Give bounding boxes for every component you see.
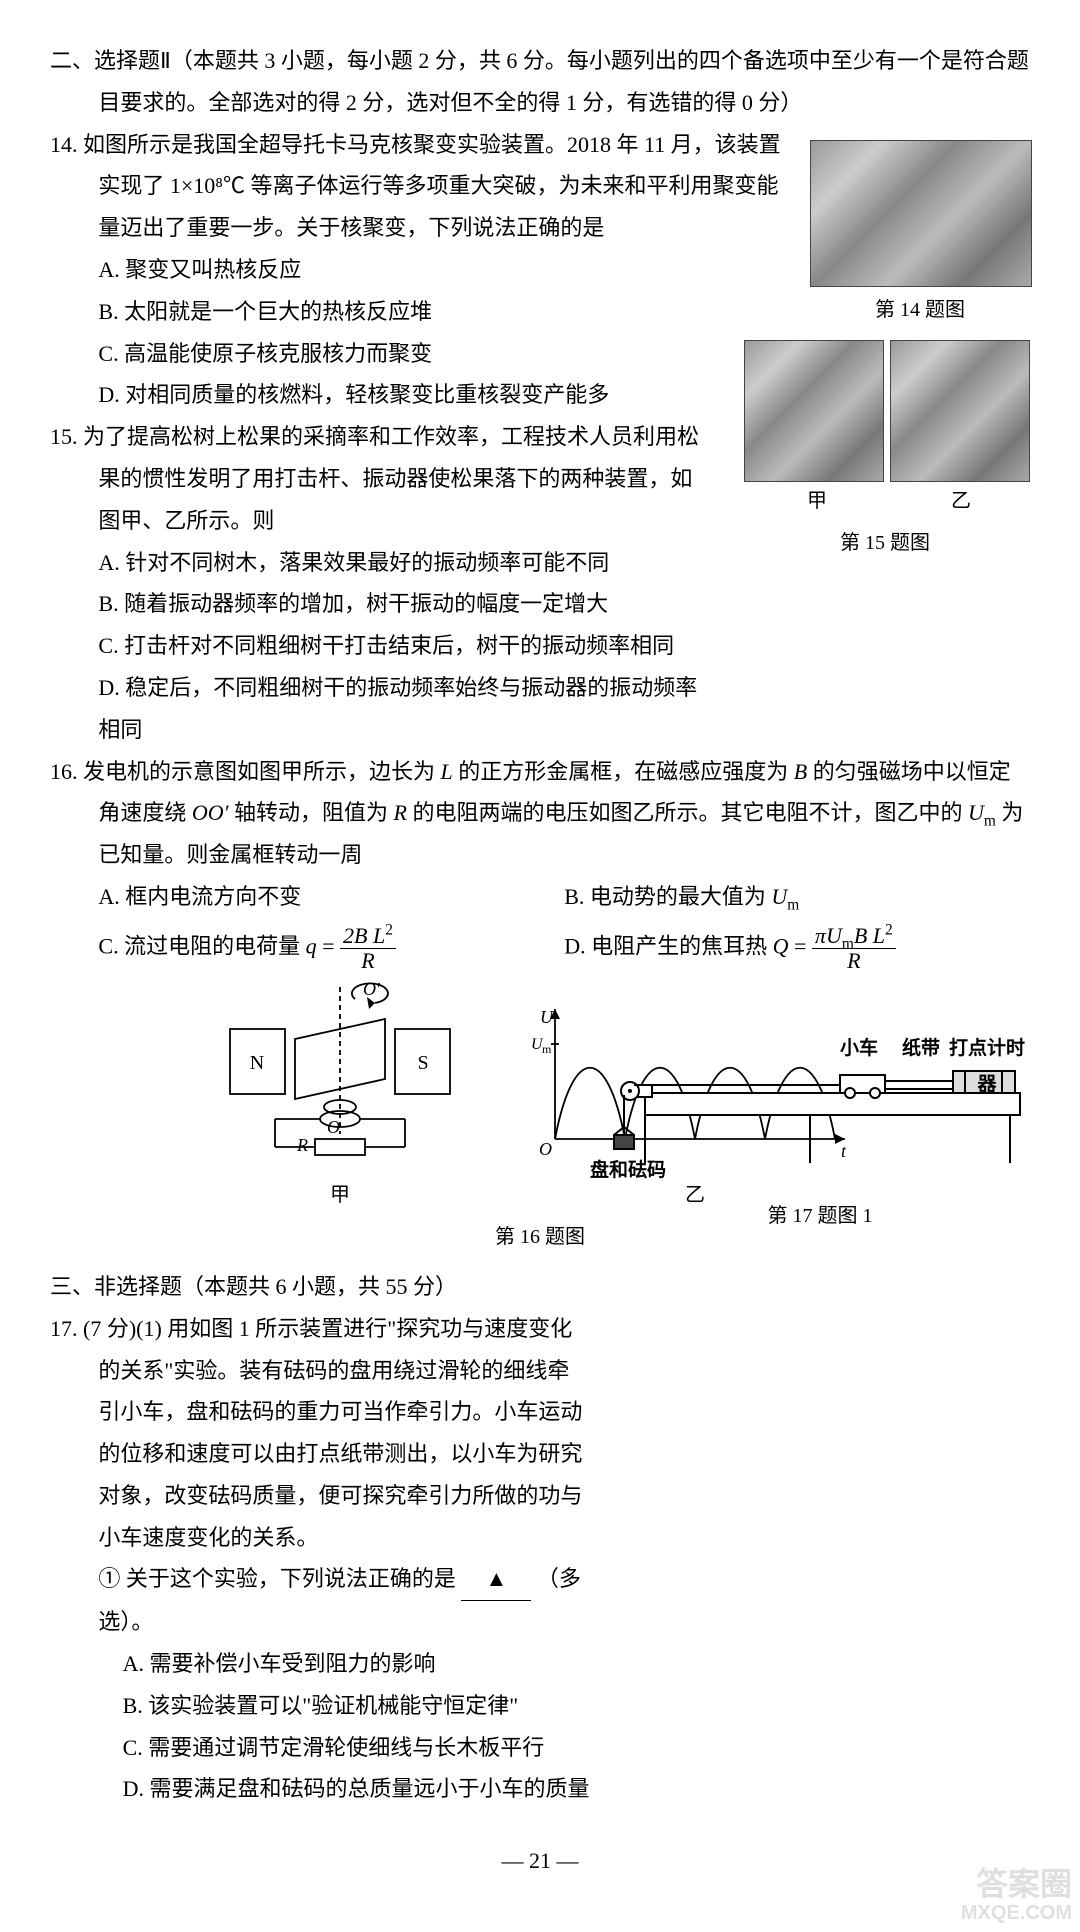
q16-fig-a: N S O′ O (215, 979, 465, 1214)
q16-opt-b: B. 电动势的最大值为 Um (564, 876, 1030, 918)
section2-title: 二、选择题Ⅱ（本题共 3 小题，每小题 2 分，共 6 分。每小题列出的四个备选… (50, 40, 1030, 124)
q16-s2: 的正方形金属框，在磁感应强度为 (453, 759, 794, 784)
q16-opt-a: A. 框内电流方向不变 (98, 876, 564, 918)
q16-label-a: 甲 (215, 1176, 465, 1214)
q17-opt-c: C. 需要通过调节定滑轮使细线与长木板平行 (50, 1727, 1030, 1769)
q17-caption: 第 17 题图 1 (610, 1197, 1030, 1235)
q17-lab-pan: 盘和砝码 (590, 1153, 666, 1189)
q16-opt-d: D. 电阻产生的焦耳热 Q = πUmB L2R (564, 924, 1030, 973)
q17-lab-car: 小车 (840, 1031, 878, 1067)
q15-caption: 第 15 题图 (740, 524, 1030, 562)
q16-s1: 16. 发电机的示意图如图甲所示，边长为 (50, 759, 441, 784)
svg-text:U: U (540, 1007, 554, 1027)
q15-opt-d: D. 稳定后，不同粗细树干的振动频率始终与振动器的振动频率相同 (50, 667, 1030, 751)
q17-lab-timer: 打点计时器 (944, 1031, 1030, 1103)
watermark-line2: MXQE.COM (961, 1902, 1072, 1924)
q16-s5: 的电阻两端的电压如图乙所示。其它电阻不计，图乙中的 (407, 800, 968, 825)
section3-title: 三、非选择题（本题共 6 小题，共 55 分） (50, 1266, 1030, 1308)
q16-row-ab: A. 框内电流方向不变 B. 电动势的最大值为 Um (50, 876, 1030, 918)
q16-stem: 16. 发电机的示意图如图甲所示，边长为 L 的正方形金属框，在磁感应强度为 B… (50, 751, 1030, 876)
q14-caption: 第 14 题图 (810, 291, 1030, 329)
svg-text:N: N (250, 1052, 264, 1074)
q15-opt-b: B. 随着振动器频率的增加，树干振动的幅度一定增大 (50, 583, 1030, 625)
q17-stem: 17. (7 分)(1) 用如图 1 所示装置进行"探究功与速度变化的关系"实验… (50, 1308, 1030, 1559)
page-number: — 21 — (50, 1840, 1030, 1882)
svg-text:O′: O′ (363, 979, 381, 999)
svg-text:R: R (296, 1135, 308, 1155)
q15-label-a: 甲 (748, 482, 886, 520)
q17-lab-tape: 纸带 (902, 1031, 940, 1067)
q16-svg-a: N S O′ O (215, 979, 465, 1164)
svg-text:m: m (542, 1042, 552, 1056)
q17-opt-a: A. 需要补偿小车受到阻力的影响 (50, 1643, 1030, 1685)
q14-figure: 第 14 题图 (810, 140, 1030, 329)
q16-row-cd: C. 流过电阻的电荷量 q = 2B L2R D. 电阻产生的焦耳热 Q = π… (50, 924, 1030, 973)
q16-opt-c: C. 流过电阻的电荷量 q = 2B L2R (98, 924, 564, 973)
q14-photo (810, 140, 1032, 287)
q17-sub1: ① 关于这个实验，下列说法正确的是 ▲ （多选）。 (50, 1558, 1030, 1643)
q17-opt-b: B. 该实验装置可以"验证机械能守恒定律" (50, 1685, 1030, 1727)
q15-opt-c: C. 打击杆对不同粗细树干打击结束后，树干的振动频率相同 (50, 625, 1030, 667)
svg-text:O: O (539, 1139, 552, 1159)
q15-figure: 甲 乙 第 15 题图 (740, 340, 1030, 562)
q17-figure: 小车 纸带 打点计时器 盘和砝码 第 17 题图 1 (610, 1035, 1030, 1235)
q17-blank[interactable]: ▲ (461, 1558, 531, 1601)
q17-opt-d: D. 需要满足盘和砝码的总质量远小于小车的质量 (50, 1768, 1030, 1810)
q15-label-b: 乙 (892, 482, 1030, 520)
q15-photo-a (744, 340, 884, 482)
q16-s4: 轴转动，阻值为 (229, 800, 394, 825)
svg-text:S: S (417, 1052, 428, 1074)
q15-photo-b (890, 340, 1030, 482)
